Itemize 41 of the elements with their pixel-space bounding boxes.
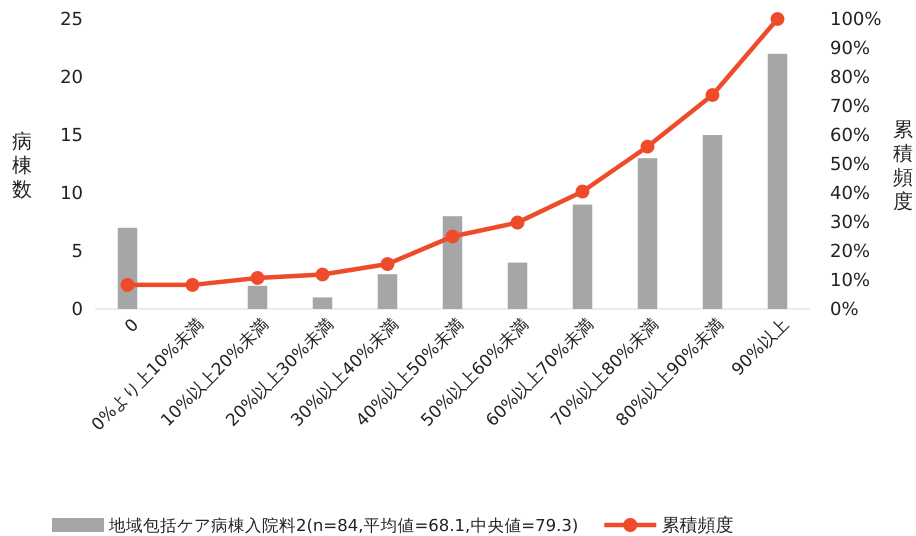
point [640, 140, 654, 154]
y2-tick-label: 80% [830, 66, 870, 88]
y-tick-label: 25 [60, 8, 83, 30]
legend-label: 累積頻度 [661, 515, 734, 536]
point [186, 278, 200, 292]
y2-tick-label: 100% [830, 8, 882, 30]
bar [638, 158, 658, 309]
bar [248, 286, 268, 309]
point [706, 88, 720, 102]
y2-tick-label: 50% [830, 154, 870, 175]
y-tick-label: 5 [72, 240, 83, 262]
bar [572, 204, 592, 309]
point [250, 271, 264, 285]
y2-tick-label: 60% [830, 124, 870, 146]
y-tick-label: 15 [60, 124, 83, 146]
legend-label: 地域包括ケア病棟入院料2(n=84,平均値=68.1,中央値=79.3) [108, 516, 578, 535]
point [120, 278, 134, 292]
point [446, 230, 460, 244]
y-axis-title: 病棟数 [12, 129, 32, 201]
x-tick-label: 0 [121, 315, 143, 337]
y2-tick-label: 10% [830, 270, 870, 291]
point [510, 216, 524, 230]
y2-tick-label: 40% [830, 182, 870, 204]
y-tick-label: 20 [60, 66, 83, 88]
bar [312, 297, 332, 309]
y2-tick-label: 30% [830, 212, 870, 233]
y2-tick-label: 90% [830, 38, 870, 59]
bar [702, 135, 722, 309]
y-tick-label: 0 [72, 298, 83, 320]
point [316, 268, 330, 282]
point [576, 184, 590, 198]
y2-tick-label: 70% [830, 96, 870, 117]
point [770, 12, 784, 26]
y2-tick-label: 20% [830, 240, 870, 262]
point [380, 257, 394, 271]
bar [768, 54, 788, 309]
y2-axis-title: 累積頻度 [893, 117, 913, 213]
y2-tick-label: 0% [830, 298, 859, 320]
bar [508, 262, 528, 309]
bar [378, 274, 398, 309]
y-tick-label: 10 [60, 182, 83, 204]
